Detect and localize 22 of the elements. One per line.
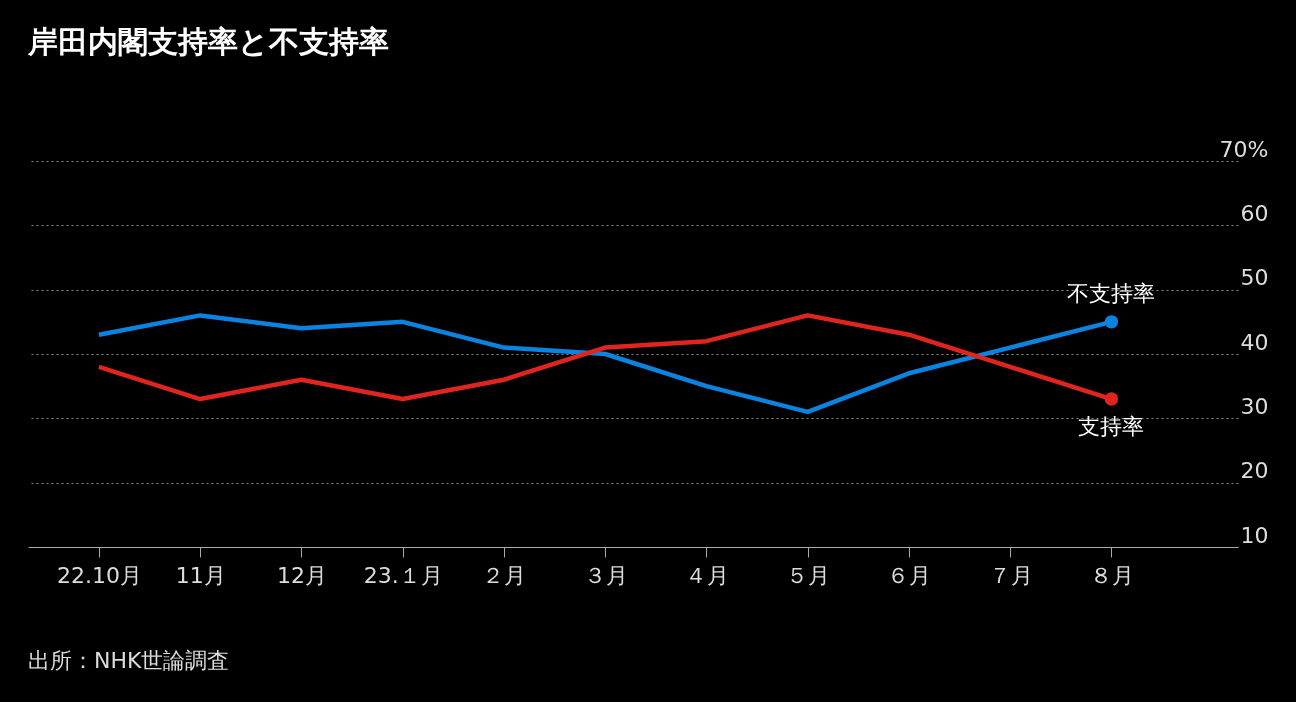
x-tick-label: ４月 — [684, 562, 729, 588]
series-label: 不支持率 — [1067, 280, 1156, 306]
chart-title: 岸田内閣支持率と不支持率 — [27, 24, 389, 59]
y-tick-label: 60 — [1240, 200, 1269, 226]
x-tick-label: ７月 — [988, 562, 1033, 588]
x-tick-label: 11月 — [175, 562, 226, 588]
x-tick-label: ８月 — [1089, 562, 1134, 588]
y-tick-label: 10 — [1240, 522, 1269, 548]
y-tick-label: 70% — [1219, 136, 1269, 162]
x-tick-label: 22.10月 — [56, 562, 142, 588]
x-tick-label: ５月 — [786, 562, 831, 588]
x-tick-label: ２月 — [482, 562, 527, 588]
y-tick-label: 30 — [1240, 393, 1269, 419]
x-tick-label: 23.１月 — [363, 562, 443, 588]
x-tick-label: ６月 — [887, 562, 932, 588]
y-tick-label: 50 — [1240, 265, 1269, 291]
text: 出所：NHK世論調査 — [28, 648, 230, 673]
y-tick-label: 20 — [1240, 458, 1269, 484]
y-tick-label: 40 — [1240, 329, 1269, 355]
x-tick-label: ３月 — [583, 562, 628, 588]
series-label: 支持率 — [1078, 414, 1145, 440]
x-tick-label: 12月 — [276, 562, 327, 588]
